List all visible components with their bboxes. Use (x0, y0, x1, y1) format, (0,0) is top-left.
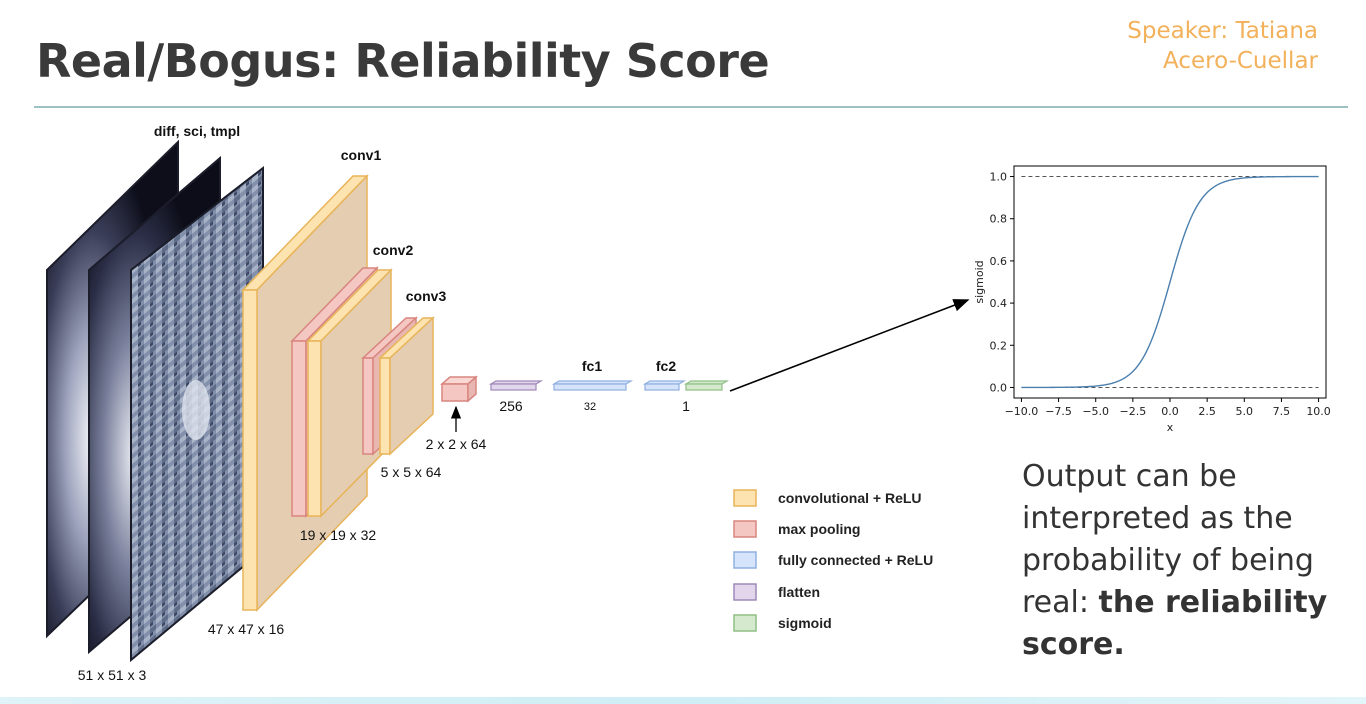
legend-swatch (733, 551, 757, 569)
fc2-label: fc2 (656, 358, 676, 374)
sigmoid-chart: x sigmoid −10.0 −7.5 −5.0 −2.5 0.0 2.5 5.0 7.5 1… (973, 165, 1331, 434)
pool-dims: 2 x 2 x 64 (426, 436, 487, 452)
fc1-dims: 32 (584, 401, 596, 413)
x-tick-label: −10.0 (1005, 405, 1039, 418)
output-arrow (729, 299, 970, 392)
speaker-credit: Speaker: Tatiana Acero-Cuellar (1098, 16, 1318, 76)
output-caption-bold: the reliability score. (1022, 585, 1328, 662)
y-tick-label: 1.0 (990, 171, 1008, 184)
legend: convolutional + ReLU max pooling fully c… (733, 489, 933, 632)
conv1-dims: 47 x 47 x 16 (208, 621, 284, 637)
conv1-label: conv1 (341, 147, 382, 163)
legend-item-conv: convolutional + ReLU (733, 489, 922, 507)
x-tick-label: 2.5 (1198, 405, 1216, 418)
x-tick-label: −5.0 (1082, 405, 1109, 418)
x-tick-label: −7.5 (1045, 405, 1072, 418)
legend-item-pool: max pooling (733, 520, 860, 538)
legend-label: flatten (778, 584, 820, 600)
chart-xlabel: x (1167, 421, 1174, 434)
x-tick-label: −2.5 (1119, 405, 1146, 418)
legend-label: max pooling (778, 521, 860, 537)
sigmoid-bar (683, 380, 730, 391)
legend-label: sigmoid (778, 615, 832, 631)
y-tick-label: 0.4 (990, 297, 1008, 310)
input-dims: 51 x 51 x 3 (78, 667, 147, 683)
legend-label: convolutional + ReLU (778, 490, 922, 506)
x-tick-label: 7.5 (1273, 405, 1291, 418)
output-caption-plain: Output can be interpreted as the probabi… (1022, 459, 1314, 620)
y-tick-label: 0.8 (990, 213, 1008, 226)
input-label: diff, sci, tmpl (154, 123, 240, 139)
speaker-line-2: Acero-Cuellar (1163, 48, 1318, 74)
legend-swatch (733, 520, 757, 538)
output-caption: Output can be interpreted as the probabi… (1022, 456, 1342, 666)
fc1-label: fc1 (582, 358, 602, 374)
conv3-label: conv3 (406, 288, 447, 304)
legend-label: fully connected + ReLU (778, 552, 933, 568)
title-divider (34, 106, 1348, 108)
flatten-bar (488, 380, 544, 391)
conv3-block (361, 316, 435, 456)
legend-swatch (733, 489, 757, 507)
conv3-dims: 5 x 5 x 64 (381, 464, 442, 480)
flatten-dims: 256 (499, 398, 523, 414)
y-tick-label: 0.2 (990, 339, 1008, 352)
y-tick-label: 0.6 (990, 255, 1008, 268)
conv2-label: conv2 (373, 242, 414, 258)
speaker-line-1: Speaker: Tatiana (1127, 18, 1318, 44)
input-images (46, 139, 264, 663)
fc2-bar (642, 380, 687, 391)
fc2-dims: 1 (682, 398, 690, 414)
legend-item-sigmoid: sigmoid (733, 614, 832, 632)
x-tick-label: 5.0 (1236, 405, 1254, 418)
legend-item-flatten: flatten (733, 583, 820, 601)
pool-cube (440, 375, 478, 403)
sigmoid-curve (1021, 175, 1319, 389)
fc1-bar (551, 380, 634, 391)
chart-ylabel: sigmoid (973, 260, 986, 303)
x-tick-label: 10.0 (1306, 405, 1331, 418)
legend-swatch (733, 583, 757, 601)
legend-swatch (733, 614, 757, 632)
y-tick-label: 0.0 (990, 381, 1008, 394)
legend-item-fc: fully connected + ReLU (733, 551, 933, 569)
slide-title: Real/Bogus: Reliability Score (36, 34, 770, 88)
x-tick-label: 0.0 (1161, 405, 1179, 418)
conv2-dims: 19 x 19 x 32 (300, 527, 376, 543)
bottom-strip (0, 697, 1366, 704)
